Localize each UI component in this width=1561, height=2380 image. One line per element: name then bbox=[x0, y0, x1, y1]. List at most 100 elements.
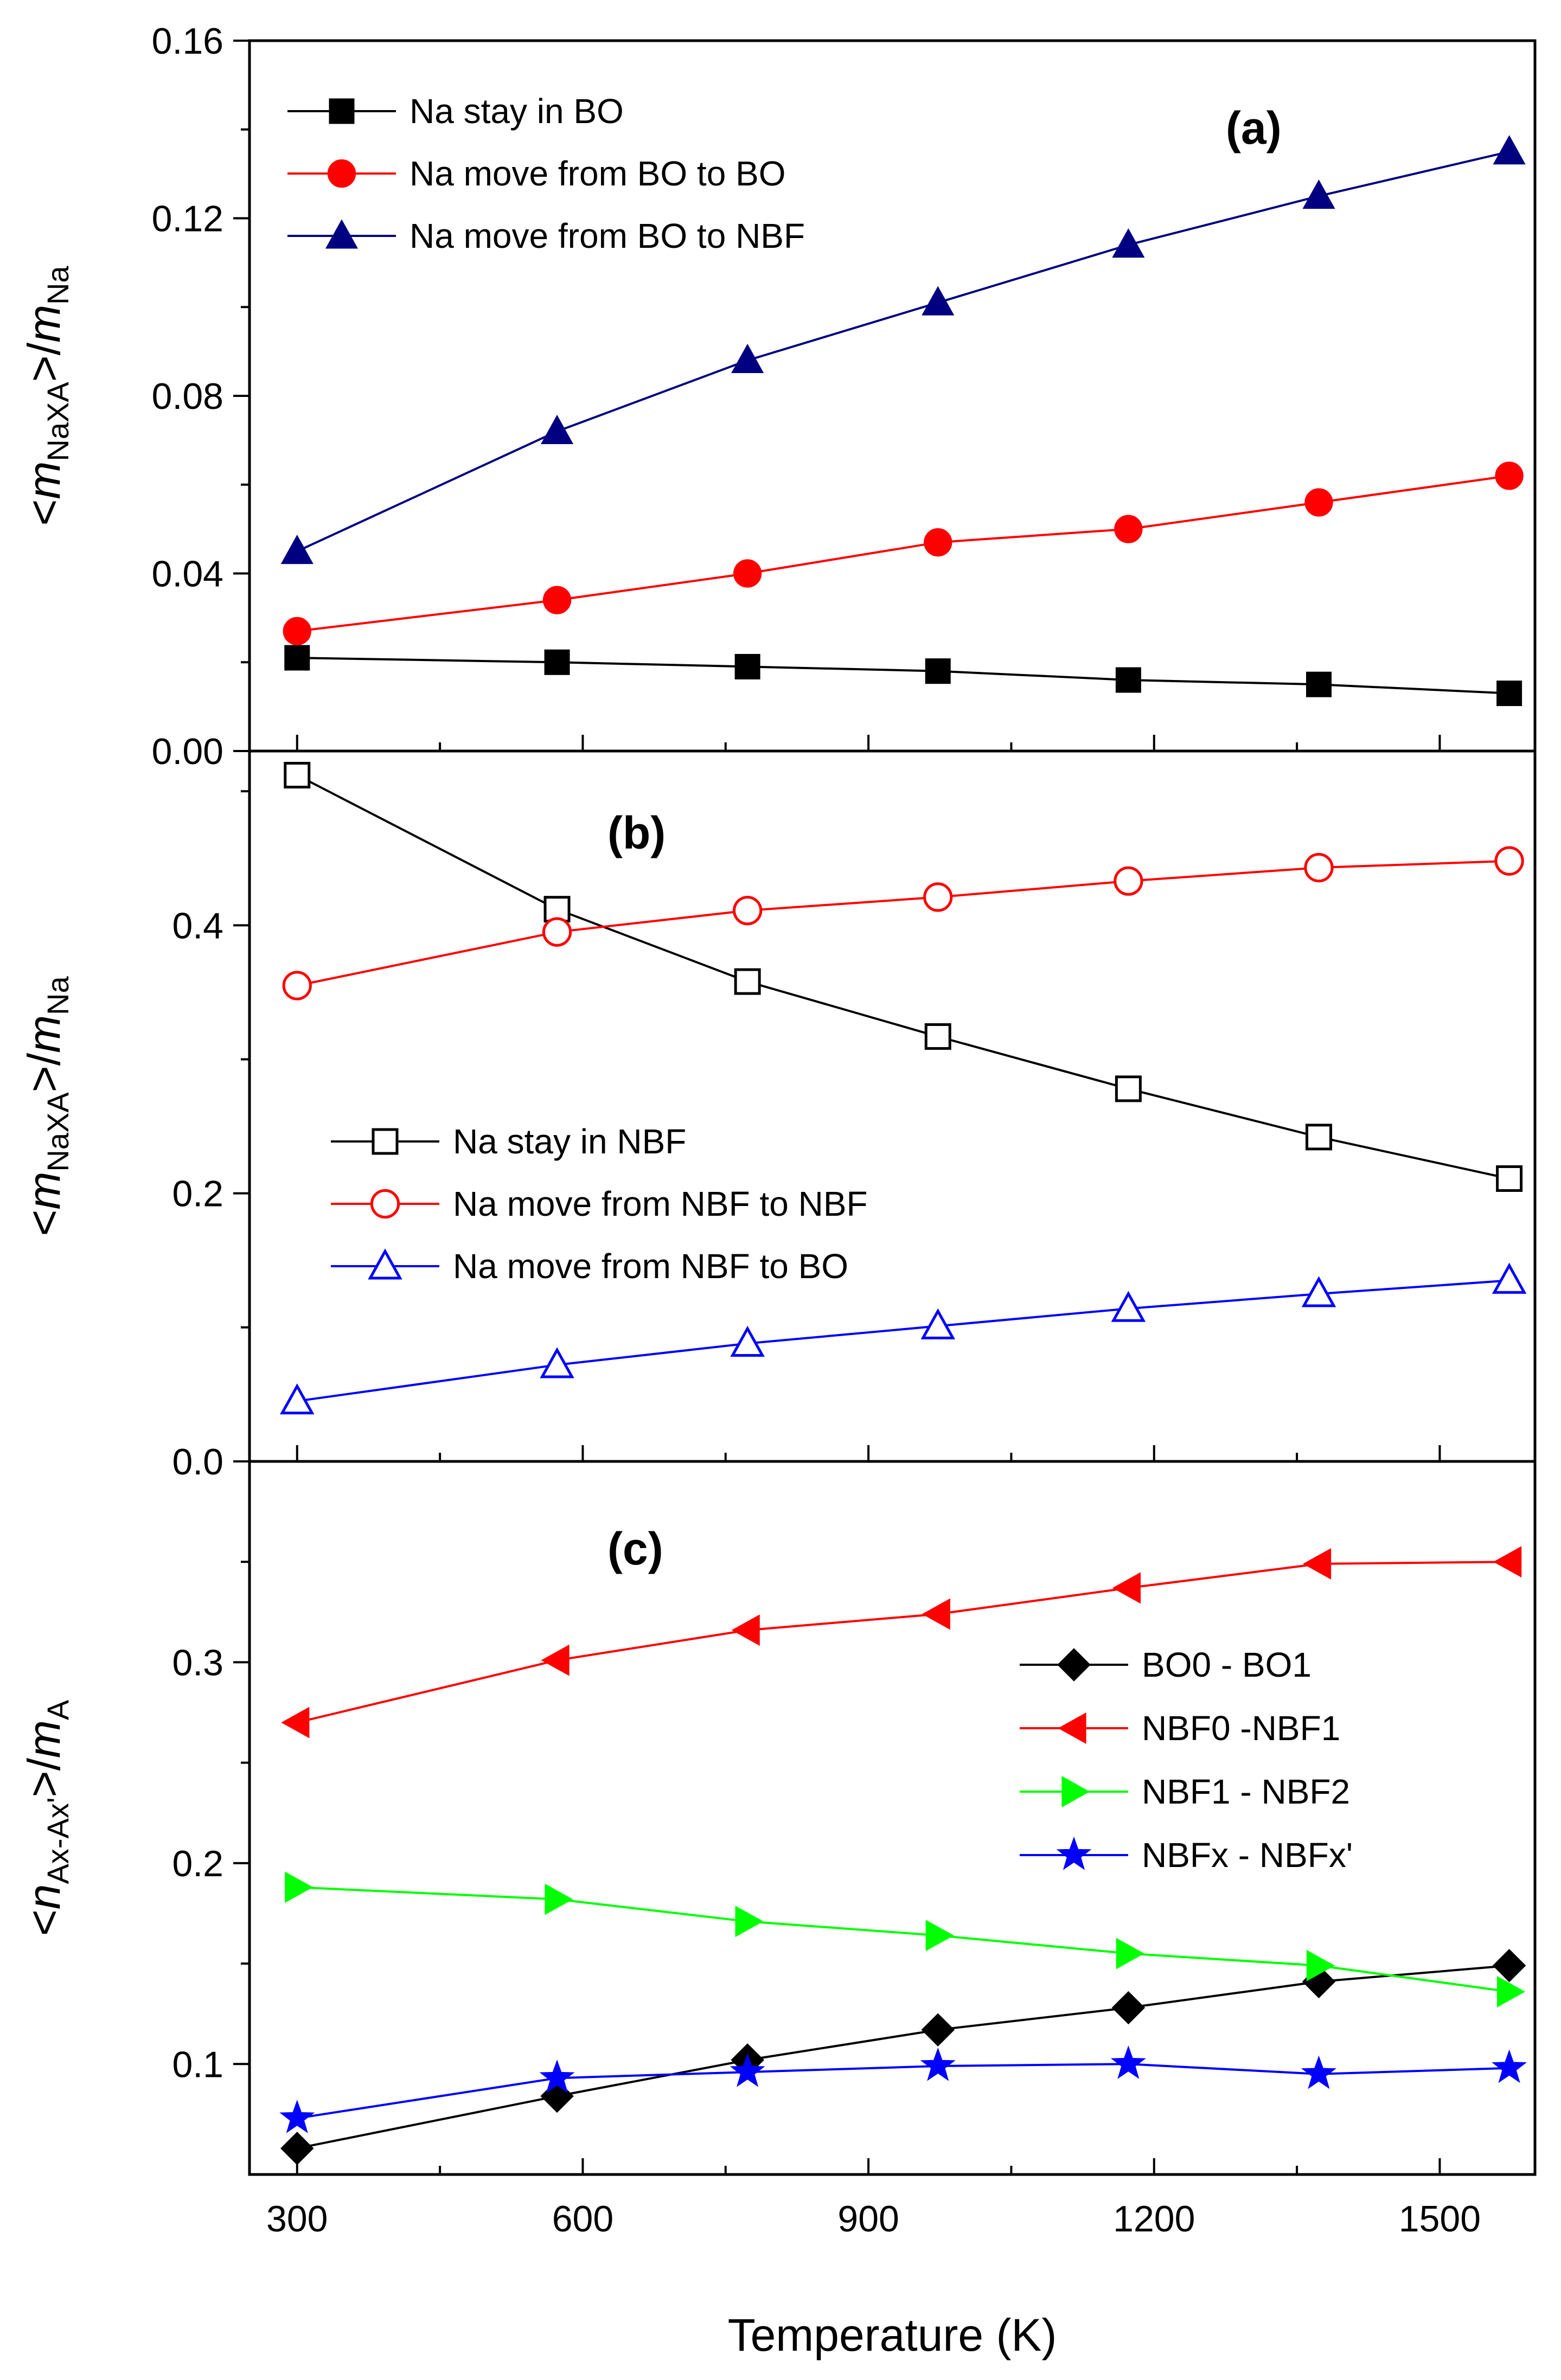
series-1 bbox=[281, 1546, 1522, 1739]
data-point bbox=[284, 645, 310, 671]
panel-c: 0.1 0.2 0.3 <nAx-Ax'>/mA (c) BO0 - BO1 NBF0 -N… bbox=[18, 1460, 1537, 2176]
y-axis-title: <mNaXA>/mNa bbox=[18, 265, 75, 525]
legend-label: NBF0 -NBF1 bbox=[1142, 1709, 1340, 1748]
legend-marker bbox=[1056, 1836, 1092, 1870]
data-point bbox=[1304, 852, 1334, 883]
data-point bbox=[1303, 1548, 1332, 1580]
data-point bbox=[281, 1707, 310, 1739]
legend-entry: Na move from NBF to NBF bbox=[331, 1184, 868, 1223]
data-point bbox=[280, 534, 314, 564]
x-tick-label: 900 bbox=[837, 2198, 899, 2240]
legend-entry: NBF1 - NBF2 bbox=[1020, 1772, 1350, 1811]
legend-entry: Na move from NBF to BO bbox=[331, 1247, 848, 1286]
legend-entry: Na move from BO to NBF bbox=[287, 216, 805, 255]
data-point bbox=[1493, 135, 1526, 165]
data-point bbox=[921, 2013, 955, 2047]
legend-label: Na move from NBF to NBF bbox=[453, 1184, 868, 1223]
data-point bbox=[924, 528, 952, 557]
data-point bbox=[922, 1598, 950, 1630]
data-point bbox=[730, 2053, 765, 2087]
data-point bbox=[734, 653, 760, 679]
legend-label: NBF1 - NBF2 bbox=[1142, 1772, 1350, 1811]
data-point bbox=[1492, 1262, 1527, 1294]
data-point bbox=[1115, 667, 1141, 693]
data-point bbox=[280, 1383, 315, 1415]
data-point bbox=[540, 414, 574, 444]
data-point bbox=[284, 761, 311, 788]
data-point bbox=[285, 1871, 314, 1903]
data-point bbox=[1110, 2045, 1146, 2079]
data-point bbox=[1306, 1949, 1335, 1981]
plot-frame bbox=[248, 749, 1537, 1463]
legend-entry: NBF0 -NBF1 bbox=[1020, 1709, 1340, 1748]
data-point bbox=[280, 2132, 314, 2165]
legend-marker bbox=[372, 1128, 399, 1155]
y-tick-label: 0.1 bbox=[172, 2044, 223, 2085]
data-point bbox=[922, 286, 955, 316]
data-point bbox=[735, 1906, 764, 1938]
series-0 bbox=[280, 1949, 1526, 2165]
data-point bbox=[733, 895, 763, 926]
data-point bbox=[282, 971, 312, 1000]
data-point bbox=[730, 1325, 765, 1357]
legend-marker bbox=[325, 219, 359, 249]
legend-marker bbox=[329, 98, 355, 124]
legend-marker bbox=[1058, 1712, 1086, 1744]
panel-a: 0.00 0.04 0.08 0.12 0.16 <mNaXA>/mNa (a) Na sta… bbox=[18, 21, 1537, 772]
panel-label: (b) bbox=[607, 807, 666, 858]
legend-marker bbox=[1061, 1776, 1090, 1807]
data-point bbox=[1495, 461, 1524, 490]
data-point bbox=[1301, 1276, 1336, 1307]
series-line bbox=[297, 1561, 1509, 1724]
series-0 bbox=[284, 645, 1522, 707]
legend-marker bbox=[368, 1248, 402, 1280]
series-1 bbox=[282, 846, 1524, 1000]
data-point bbox=[1492, 2049, 1527, 2083]
legend-label: Na move from NBF to BO bbox=[453, 1247, 848, 1286]
series-2 bbox=[285, 1871, 1526, 2007]
series-3 bbox=[279, 2045, 1527, 2133]
series-line bbox=[297, 1964, 1509, 2150]
data-point bbox=[542, 917, 572, 947]
data-point bbox=[1116, 1938, 1144, 1970]
plot-frame bbox=[248, 39, 1537, 753]
y-tick-label: 0.0 bbox=[172, 1441, 223, 1483]
y-tick-label: 0.3 bbox=[172, 1642, 223, 1683]
data-point bbox=[1114, 866, 1143, 896]
y-tick-label: 0.00 bbox=[152, 731, 223, 772]
y-tick-label: 0.12 bbox=[152, 198, 223, 240]
x-axis: 300 600 900 1200 1500 bbox=[266, 2198, 1481, 2240]
legend-label: BO0 - BO1 bbox=[1142, 1645, 1312, 1684]
panel-b: 0.0 0.2 0.4 <mNaXA>/mNa (b) Na stay in NBF Na … bbox=[18, 749, 1537, 1483]
data-point bbox=[540, 1347, 574, 1378]
y-tick-label: 0.4 bbox=[172, 905, 223, 946]
series-line bbox=[296, 774, 1510, 1180]
y-axis-title: <mNaXA>/mNa bbox=[18, 976, 75, 1236]
data-point bbox=[920, 1308, 956, 1339]
series-1 bbox=[283, 461, 1524, 646]
x-tick-label: 1200 bbox=[1113, 2198, 1195, 2240]
data-point bbox=[734, 968, 761, 995]
data-point bbox=[924, 1023, 951, 1050]
legend-label: Na stay in BO bbox=[410, 92, 624, 131]
data-point bbox=[1493, 1546, 1522, 1578]
y-tick-label: 0.08 bbox=[152, 376, 223, 417]
data-point bbox=[925, 658, 951, 684]
data-point bbox=[544, 649, 570, 675]
series-2 bbox=[280, 135, 1526, 564]
data-point bbox=[1111, 1991, 1146, 2025]
data-point bbox=[1112, 1572, 1141, 1604]
data-point bbox=[1304, 488, 1333, 517]
data-point bbox=[1496, 1165, 1523, 1192]
legend-label: Na move from BO to NBF bbox=[410, 216, 805, 255]
y-tick-label: 0.16 bbox=[152, 21, 223, 62]
legend-marker bbox=[1057, 1648, 1091, 1682]
data-point bbox=[283, 617, 311, 646]
data-point bbox=[733, 559, 762, 588]
data-point bbox=[542, 586, 572, 614]
legend-label: Na stay in NBF bbox=[453, 1122, 686, 1161]
panel-label: (c) bbox=[607, 1523, 663, 1574]
data-point bbox=[1494, 846, 1524, 876]
panel-label: (a) bbox=[1226, 102, 1282, 153]
